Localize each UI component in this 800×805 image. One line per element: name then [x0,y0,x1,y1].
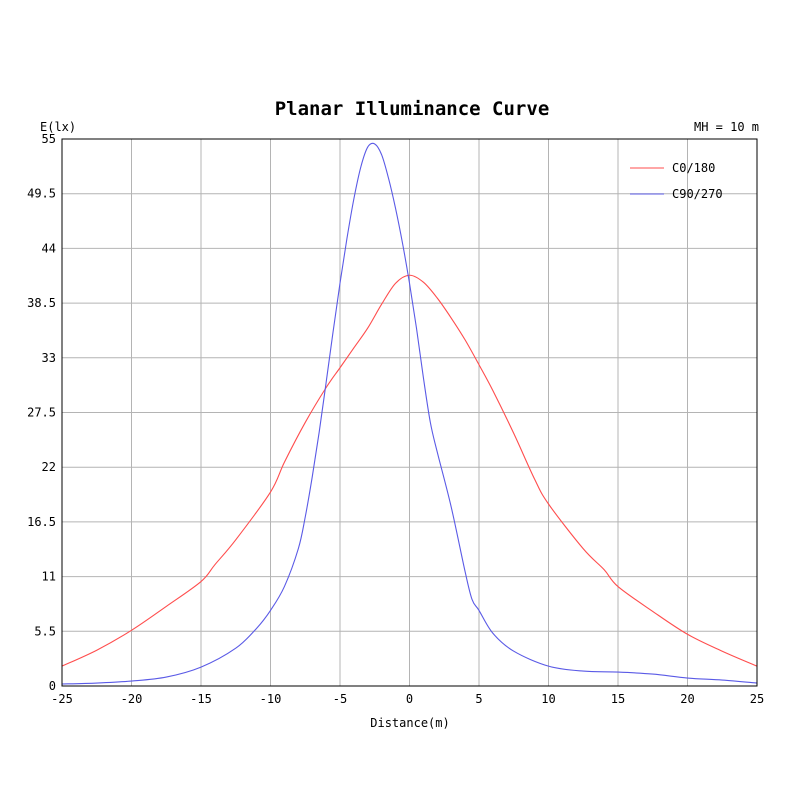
y-tick-label: 38.5 [27,296,56,310]
y-tick-label: 49.5 [27,187,56,201]
y-tick-label: 22 [42,460,56,474]
legend-label-0: C0/180 [672,161,715,175]
y-tick-label: 5.5 [34,624,56,638]
grid [62,139,757,686]
series-line-0 [61,274,758,667]
legend-label-1: C90/270 [672,187,723,201]
y-tick-label: 11 [42,570,56,584]
y-tick-label: 44 [42,241,56,255]
y-tick-label: 0 [49,679,56,693]
series-layer [61,142,758,685]
x-tick-label: -25 [51,692,73,706]
tick-labels: -25 -20 -15 -10 -5 0 5 10 15 20 25 0 5.5 11 16.5 22 27.5… [27,132,764,706]
x-tick-label: 5 [475,692,482,706]
y-tick-label: 33 [42,351,56,365]
x-tick-label: 25 [750,692,764,706]
x-tick-label: 10 [541,692,555,706]
x-tick-label: 0 [406,692,413,706]
x-axis-label: Distance(m) [370,716,449,730]
x-tick-label: -5 [333,692,347,706]
y-tick-label: 27.5 [27,406,56,420]
plot-frame [61,138,758,687]
x-tick-label: 20 [680,692,694,706]
legend: C0/180 C90/270 [630,161,723,201]
mounting-height-label: MH = 10 m [694,120,759,134]
x-tick-label: -15 [190,692,212,706]
x-tick-label: -10 [260,692,282,706]
y-axis-label: E(lx) [40,120,76,134]
x-tick-label: 15 [611,692,625,706]
y-tick-label: 16.5 [27,515,56,529]
chart-title: Planar Illuminance Curve [275,98,550,120]
y-tick-label: 55 [42,132,56,146]
series-line-1 [61,142,758,685]
x-tick-label: -20 [121,692,143,706]
